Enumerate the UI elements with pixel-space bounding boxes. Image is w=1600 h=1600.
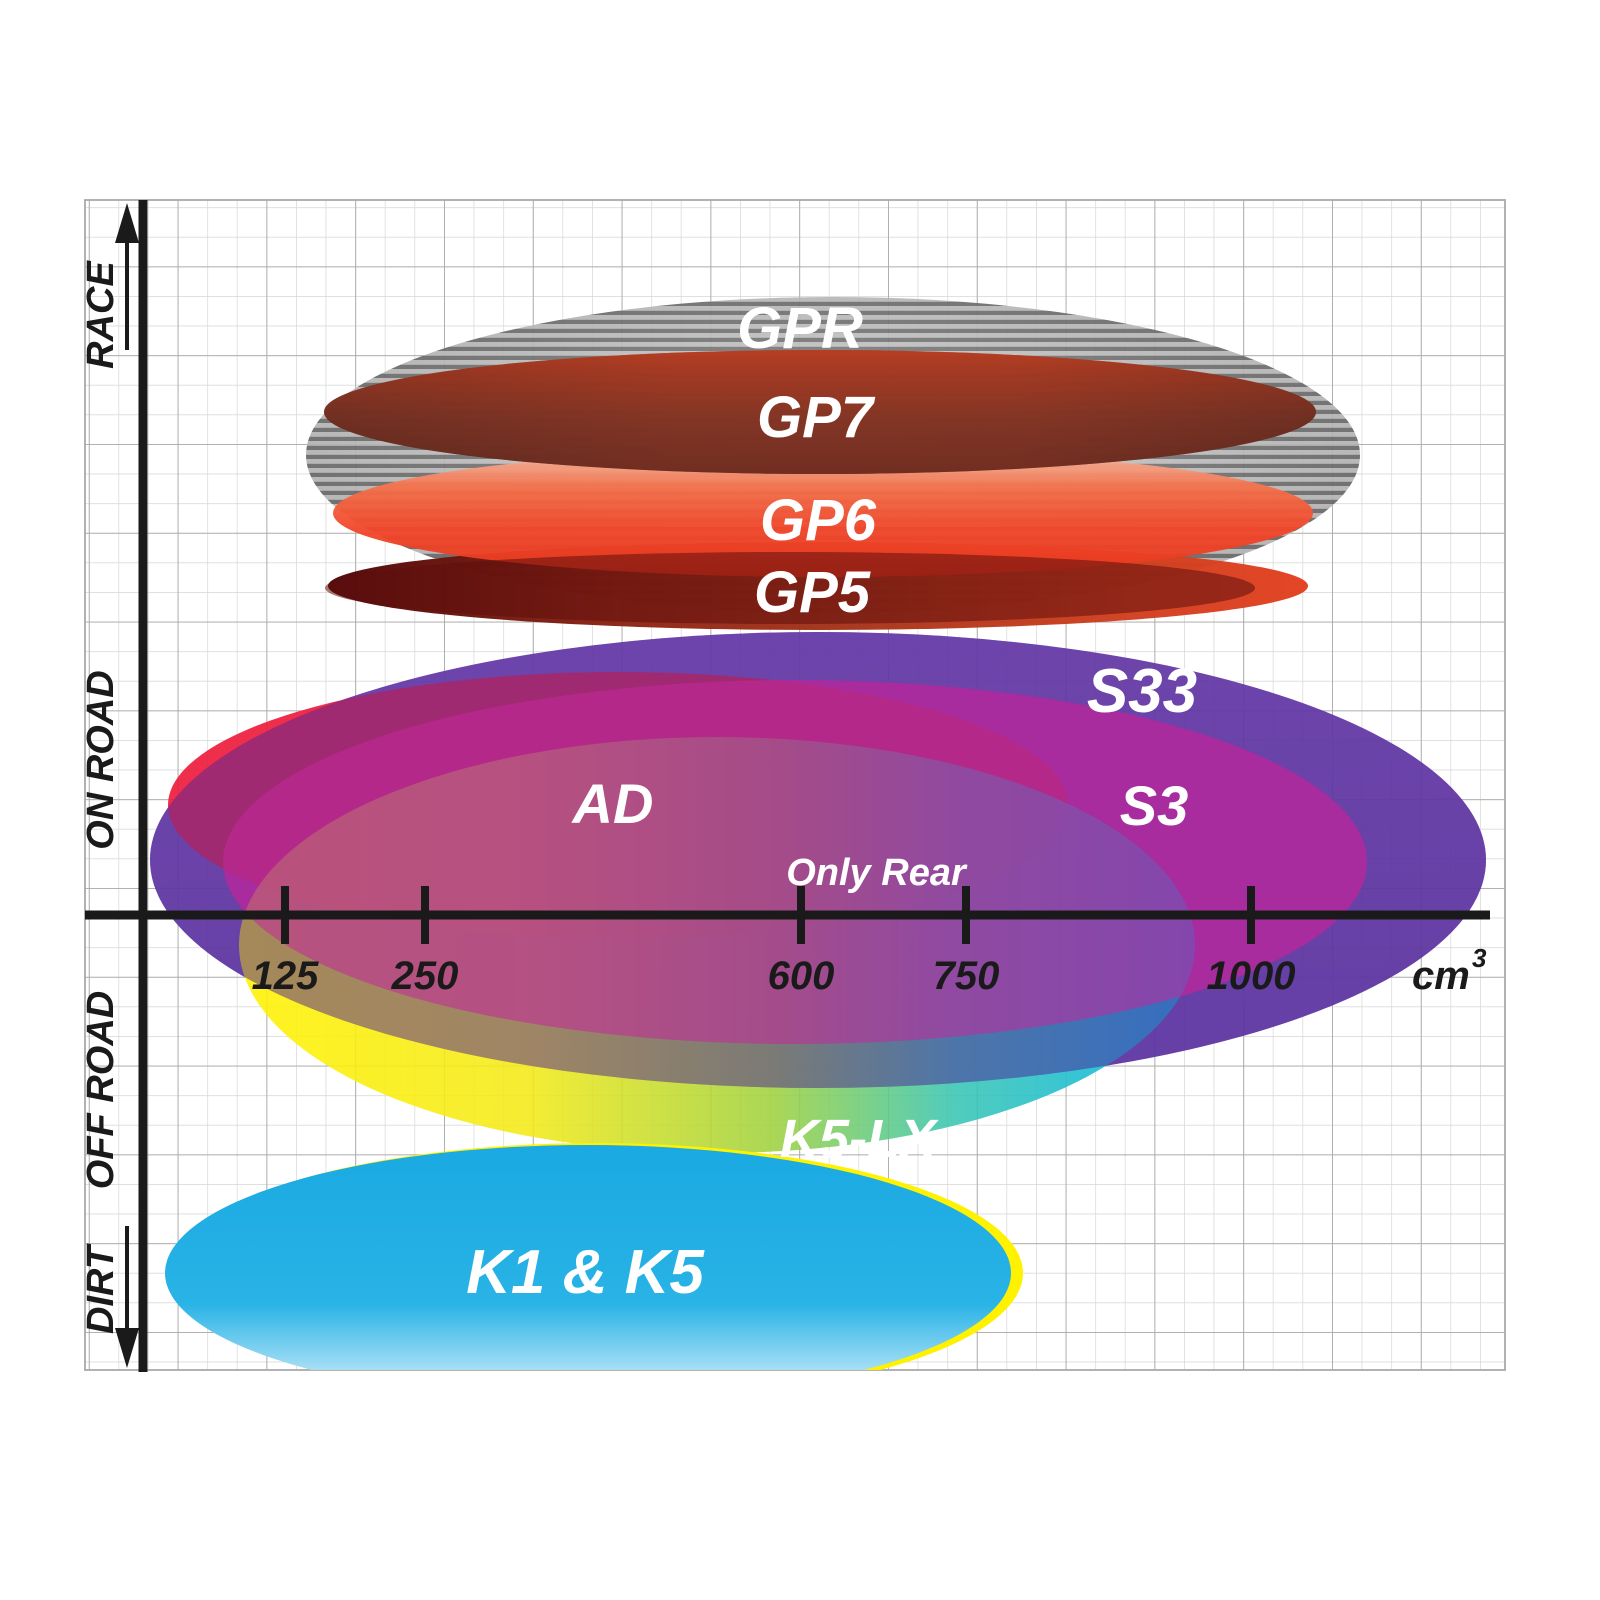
dirt-direction-arrow	[115, 1226, 139, 1368]
race-direction-arrow	[115, 203, 139, 350]
region-label-k5lx: K5-LX	[780, 1109, 939, 1169]
region-label-gpr: GPR	[737, 296, 863, 361]
region-label-k1k5: K1 & K5	[466, 1238, 705, 1307]
region-gp5-overlay	[325, 552, 1255, 624]
x-tick-label-250: 250	[391, 954, 459, 998]
region-label-s3: S3	[1120, 774, 1189, 837]
y-category-dirt: DIRT	[80, 1243, 122, 1334]
x-axis-unit: cm 3	[1412, 943, 1487, 998]
y-category-on-road: ON ROAD	[80, 670, 122, 849]
region-label-ad: AD	[571, 772, 654, 835]
x-tick-label-1000: 1000	[1207, 954, 1296, 998]
region-k1k5[interactable]	[165, 1143, 1023, 1403]
region-gp6[interactable]	[333, 449, 1313, 577]
region-label-gp5: GP5	[754, 560, 871, 625]
x-tick-label-125: 125	[252, 954, 319, 998]
region-label-s33: S33	[1087, 657, 1197, 726]
x-tick-label-600: 600	[768, 954, 835, 998]
axes	[85, 200, 1490, 1372]
y-category-race: RACE	[80, 260, 122, 369]
region-gp7[interactable]	[324, 350, 1316, 474]
annotation-only-rear: Only Rear	[786, 852, 968, 894]
x-tick-label-750: 750	[933, 954, 1000, 998]
x-axis-unit-exponent: 3	[1472, 943, 1487, 973]
x-axis-unit-base: cm	[1412, 954, 1470, 998]
region-label-gp7: GP7	[757, 385, 876, 450]
region-s33-foreground	[150, 632, 1486, 1088]
y-category-off-road: OFF ROAD	[80, 991, 122, 1189]
region-label-gp6: GP6	[760, 488, 877, 553]
